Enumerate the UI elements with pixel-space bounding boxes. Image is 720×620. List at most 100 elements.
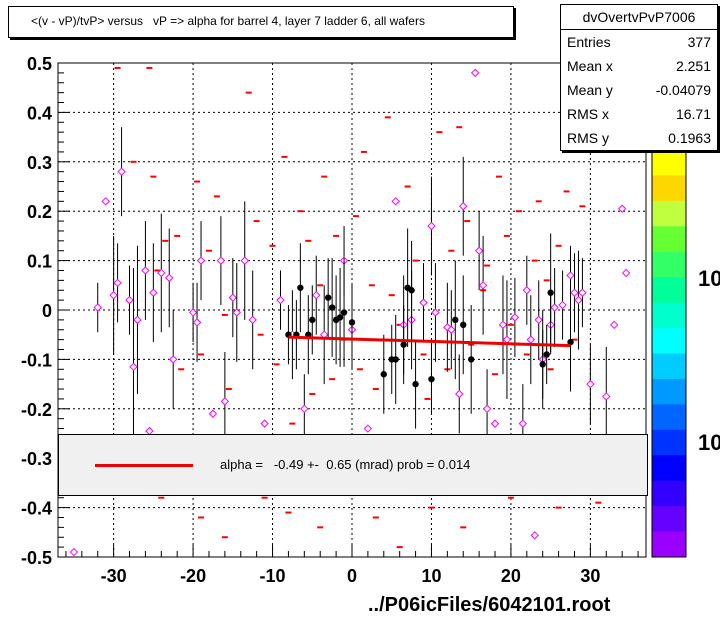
hist-bin: [261, 496, 268, 499]
data-marker: [188, 308, 198, 317]
y-tick-label: -0.1: [21, 350, 52, 370]
hist-bin: [555, 506, 562, 509]
y-tick-label: 0.1: [27, 252, 52, 272]
profile-point: [328, 304, 336, 311]
data-marker: [566, 271, 575, 280]
palette-label-lower: 10: [698, 430, 720, 455]
x-tick-label: 10: [421, 566, 441, 586]
hist-bin: [257, 333, 264, 336]
data-marker: [129, 362, 138, 372]
palette-band: [652, 378, 686, 405]
hist-bin: [424, 397, 431, 400]
data-marker: [570, 288, 579, 297]
histogram-bins: [114, 66, 602, 549]
data-marker: [610, 320, 619, 330]
hist-bin: [289, 422, 296, 425]
hist-bin: [464, 220, 471, 223]
y-tick-label: 0: [42, 301, 52, 321]
data-marker: [93, 303, 102, 312]
hist-bin: [329, 378, 336, 381]
x-tick-label: -10: [260, 566, 286, 586]
hist-bin: [130, 160, 137, 163]
palette-band: [652, 175, 686, 202]
fit-legend-line: [95, 464, 193, 467]
hist-bin: [273, 363, 280, 366]
profile-point: [400, 341, 407, 348]
hist-bin: [285, 511, 292, 514]
data-marker: [141, 266, 150, 275]
profile-point: [340, 309, 348, 316]
palette-band: [652, 277, 686, 304]
palette-band: [652, 429, 686, 456]
palette-band: [652, 404, 686, 431]
hist-bin: [281, 155, 288, 158]
palette-band: [652, 328, 686, 354]
fit-result-text: alpha = -0.49 +- 0.65 (mrad) prob = 0.01…: [220, 457, 471, 472]
x-tick-label: 30: [580, 566, 600, 586]
y-tick-label: -0.3: [21, 449, 52, 469]
y-tick-label: -0.2: [21, 400, 52, 420]
fit-line-group: [288, 335, 571, 348]
hist-bin: [317, 284, 324, 287]
data-marker: [125, 295, 134, 305]
hist-bin: [404, 185, 411, 188]
data-marker: [192, 318, 202, 327]
hist-bin: [460, 526, 467, 529]
y-tick-label: 0.4: [27, 103, 52, 123]
profile-point: [428, 375, 435, 383]
profile-point: [547, 289, 554, 296]
data-marker: [498, 320, 508, 330]
data-marker: [220, 397, 230, 406]
hist-bin: [507, 323, 514, 326]
stats-row-rms-y: RMS y 0.1963: [561, 126, 717, 150]
hist-bin: [543, 279, 550, 282]
data-marker: [617, 204, 627, 213]
hist-bin: [213, 195, 220, 198]
hist-bin: [547, 368, 554, 371]
hist-bin: [448, 249, 455, 252]
hist-bin: [178, 368, 185, 371]
stats-label: Mean y: [567, 82, 613, 98]
data-marker: [522, 286, 532, 295]
data-marker: [550, 303, 559, 312]
palette-band: [652, 480, 686, 507]
hist-bin: [372, 516, 379, 519]
hist-bin: [194, 180, 201, 183]
profile-point: [392, 356, 399, 363]
footer-filename: ../P06icFiles/6042101.root: [368, 594, 611, 616]
data-marker: [530, 531, 539, 540]
data-marker: [574, 295, 583, 305]
data-marker: [482, 404, 492, 414]
hist-bin: [146, 66, 153, 69]
data-marker: [69, 547, 79, 557]
hist-bin: [253, 220, 260, 223]
hist-bin: [531, 259, 538, 262]
hist-bin: [496, 175, 502, 178]
stats-row-rms-x: RMS x 16.71: [561, 102, 717, 126]
x-tick-label: -30: [101, 566, 127, 586]
stats-label: RMS x: [567, 106, 609, 122]
data-marker: [169, 355, 178, 364]
hist-bin: [221, 313, 228, 316]
palette-band: [652, 531, 686, 558]
data-marker: [558, 300, 567, 310]
data-marker: [455, 389, 464, 399]
stats-value: 0.1963: [668, 130, 711, 146]
profile-point: [408, 287, 415, 294]
data-marker: [228, 293, 238, 302]
color-palette: [651, 149, 687, 558]
hist-bin: [571, 338, 578, 341]
y-tick-label: 0.2: [27, 202, 52, 222]
data-marker: [149, 288, 158, 297]
data-marker: [300, 404, 309, 414]
data-marker: [478, 281, 488, 290]
data-marker: [196, 256, 206, 265]
data-marker: [157, 268, 166, 278]
hist-bin: [154, 269, 161, 272]
data-marker: [312, 290, 321, 300]
hist-bin: [523, 353, 530, 356]
hist-bin: [515, 210, 522, 213]
data-marker: [578, 288, 587, 297]
profile-point: [543, 351, 550, 358]
data-marker: [216, 256, 226, 265]
